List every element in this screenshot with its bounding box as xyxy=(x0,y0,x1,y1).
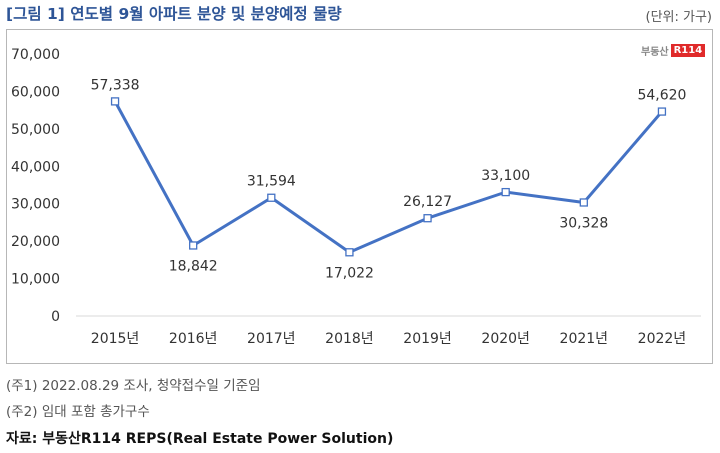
series-line xyxy=(113,100,664,254)
chart-frame xyxy=(6,29,713,364)
x-tick-label: 2019년 xyxy=(403,331,452,347)
source-label: 자료: 부동산R114 REPS(Real Estate Power Solut… xyxy=(6,431,394,447)
y-tick-label: 20,000 xyxy=(11,234,60,250)
data-label: 57,338 xyxy=(91,77,140,93)
chart-title: [그림 1] 연도별 9월 아파트 분양 및 분양예정 물량 xyxy=(6,5,342,23)
data-point xyxy=(579,198,588,207)
data-label: 54,620 xyxy=(637,88,686,104)
y-tick-label: 60,000 xyxy=(11,84,60,100)
x-tick-label: 2020년 xyxy=(481,331,530,347)
y-tick-label: 70,000 xyxy=(11,47,60,63)
data-point xyxy=(189,241,198,250)
x-tick-label: 2015년 xyxy=(91,331,140,347)
data-point xyxy=(501,187,510,197)
data-point xyxy=(345,248,354,257)
y-tick-label: 0 xyxy=(51,309,60,325)
data-label: 33,100 xyxy=(481,168,530,184)
y-tick-label: 50,000 xyxy=(11,122,60,138)
data-point xyxy=(423,214,432,223)
data-point xyxy=(657,107,667,116)
y-tick-label: 10,000 xyxy=(11,272,60,288)
x-tick-label: 2021년 xyxy=(560,331,609,347)
data-label: 26,127 xyxy=(403,194,452,210)
x-tick-label: 2016년 xyxy=(169,331,218,347)
data-label: 18,842 xyxy=(169,258,218,274)
y-tick-label: 30,000 xyxy=(11,197,60,213)
logo-text: 부동산 xyxy=(641,47,669,58)
data-point xyxy=(267,193,276,202)
data-point xyxy=(110,97,120,106)
data-label: 17,022 xyxy=(325,265,374,281)
data-label: 30,328 xyxy=(559,215,608,231)
data-label: 31,594 xyxy=(247,174,296,190)
logo-mark: R114 xyxy=(670,44,706,57)
unit-label: (단위: 가구) xyxy=(645,10,713,25)
brand-logo: 부동산 R114 xyxy=(641,43,706,58)
note-2: (주2) 임대 포함 총가구수 xyxy=(6,404,150,420)
line-chart: 0 10,000 20,000 30,000 40,000 50,000 60,000 70,… xyxy=(11,47,701,347)
note-1: (주1) 2022.08.29 조사, 청약접수일 기준임 xyxy=(6,378,261,394)
x-tick-label: 2022년 xyxy=(638,331,687,347)
x-tick-label: 2018년 xyxy=(325,331,374,347)
y-tick-label: 40,000 xyxy=(11,159,60,175)
x-tick-label: 2017년 xyxy=(247,331,296,347)
